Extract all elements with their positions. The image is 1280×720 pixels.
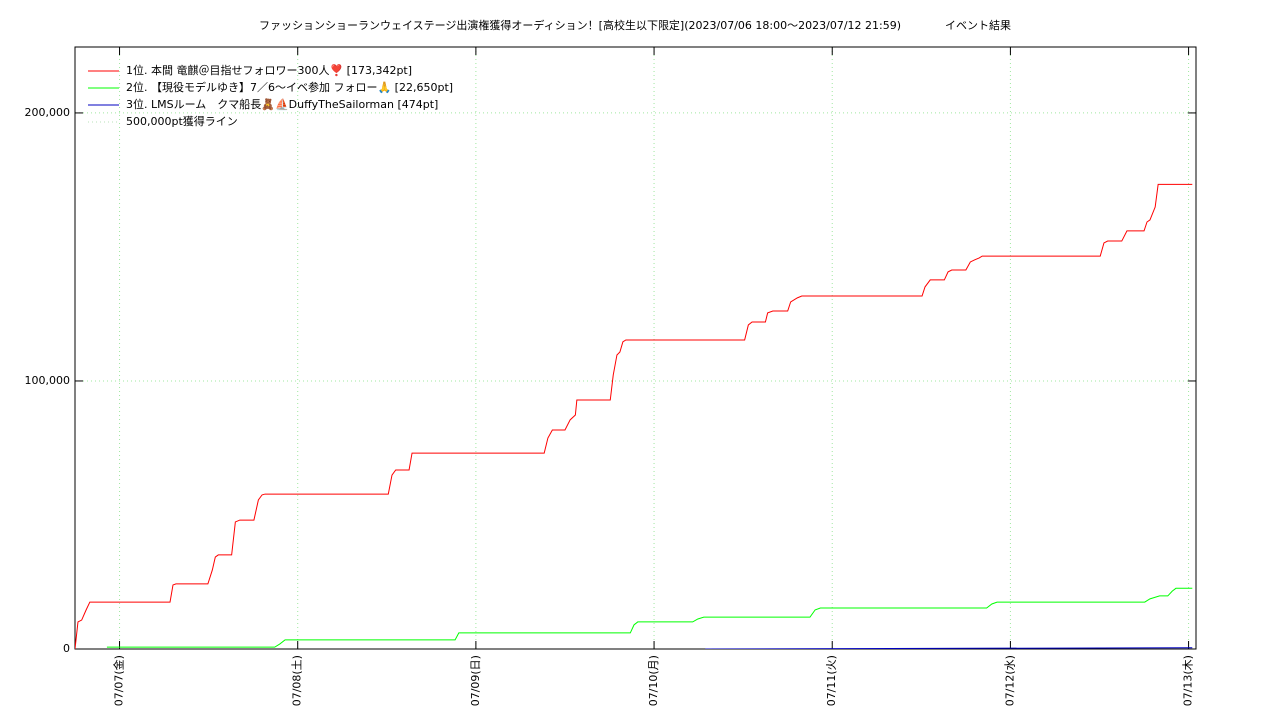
y-tick-label: 200,000 <box>25 106 71 119</box>
y-tick-label: 0 <box>63 642 70 655</box>
x-tick-label: 07/10(月) <box>647 655 660 706</box>
chart-title: ファッションショーランウェイステージ出演権獲得オーディション！[高校生以下限定]… <box>259 18 1011 32</box>
x-tick-label: 07/08(土) <box>291 655 304 706</box>
x-tick-label: 07/09(日) <box>469 655 482 706</box>
series-line <box>75 183 1193 649</box>
x-tick-label: 07/12(水) <box>1003 655 1016 706</box>
plot-border <box>74 46 1197 650</box>
plot-area <box>75 183 1193 649</box>
y-tick-label: 100,000 <box>25 374 71 387</box>
legend-label: 3位. LMSルーム クマ船長🧸⛵DuffyTheSailorman [474p… <box>126 97 438 111</box>
series-line <box>705 647 1193 649</box>
legend-label: 500,000pt獲得ライン <box>126 115 238 128</box>
x-tick-label: 07/11(火) <box>825 655 838 706</box>
x-tick-label: 07/07(金) <box>112 655 126 706</box>
legend-label: 1位. 本間 竜麒＠目指せフォロワー300人❣️ [173,342pt] <box>126 63 412 77</box>
x-tick-label: 07/13(木) <box>1182 655 1195 706</box>
legend-label: 2位. 【現役モデルゆき】7／6〜イベ参加 フォロー🙏 [22,650pt] <box>126 80 453 94</box>
series-line <box>106 587 1193 648</box>
